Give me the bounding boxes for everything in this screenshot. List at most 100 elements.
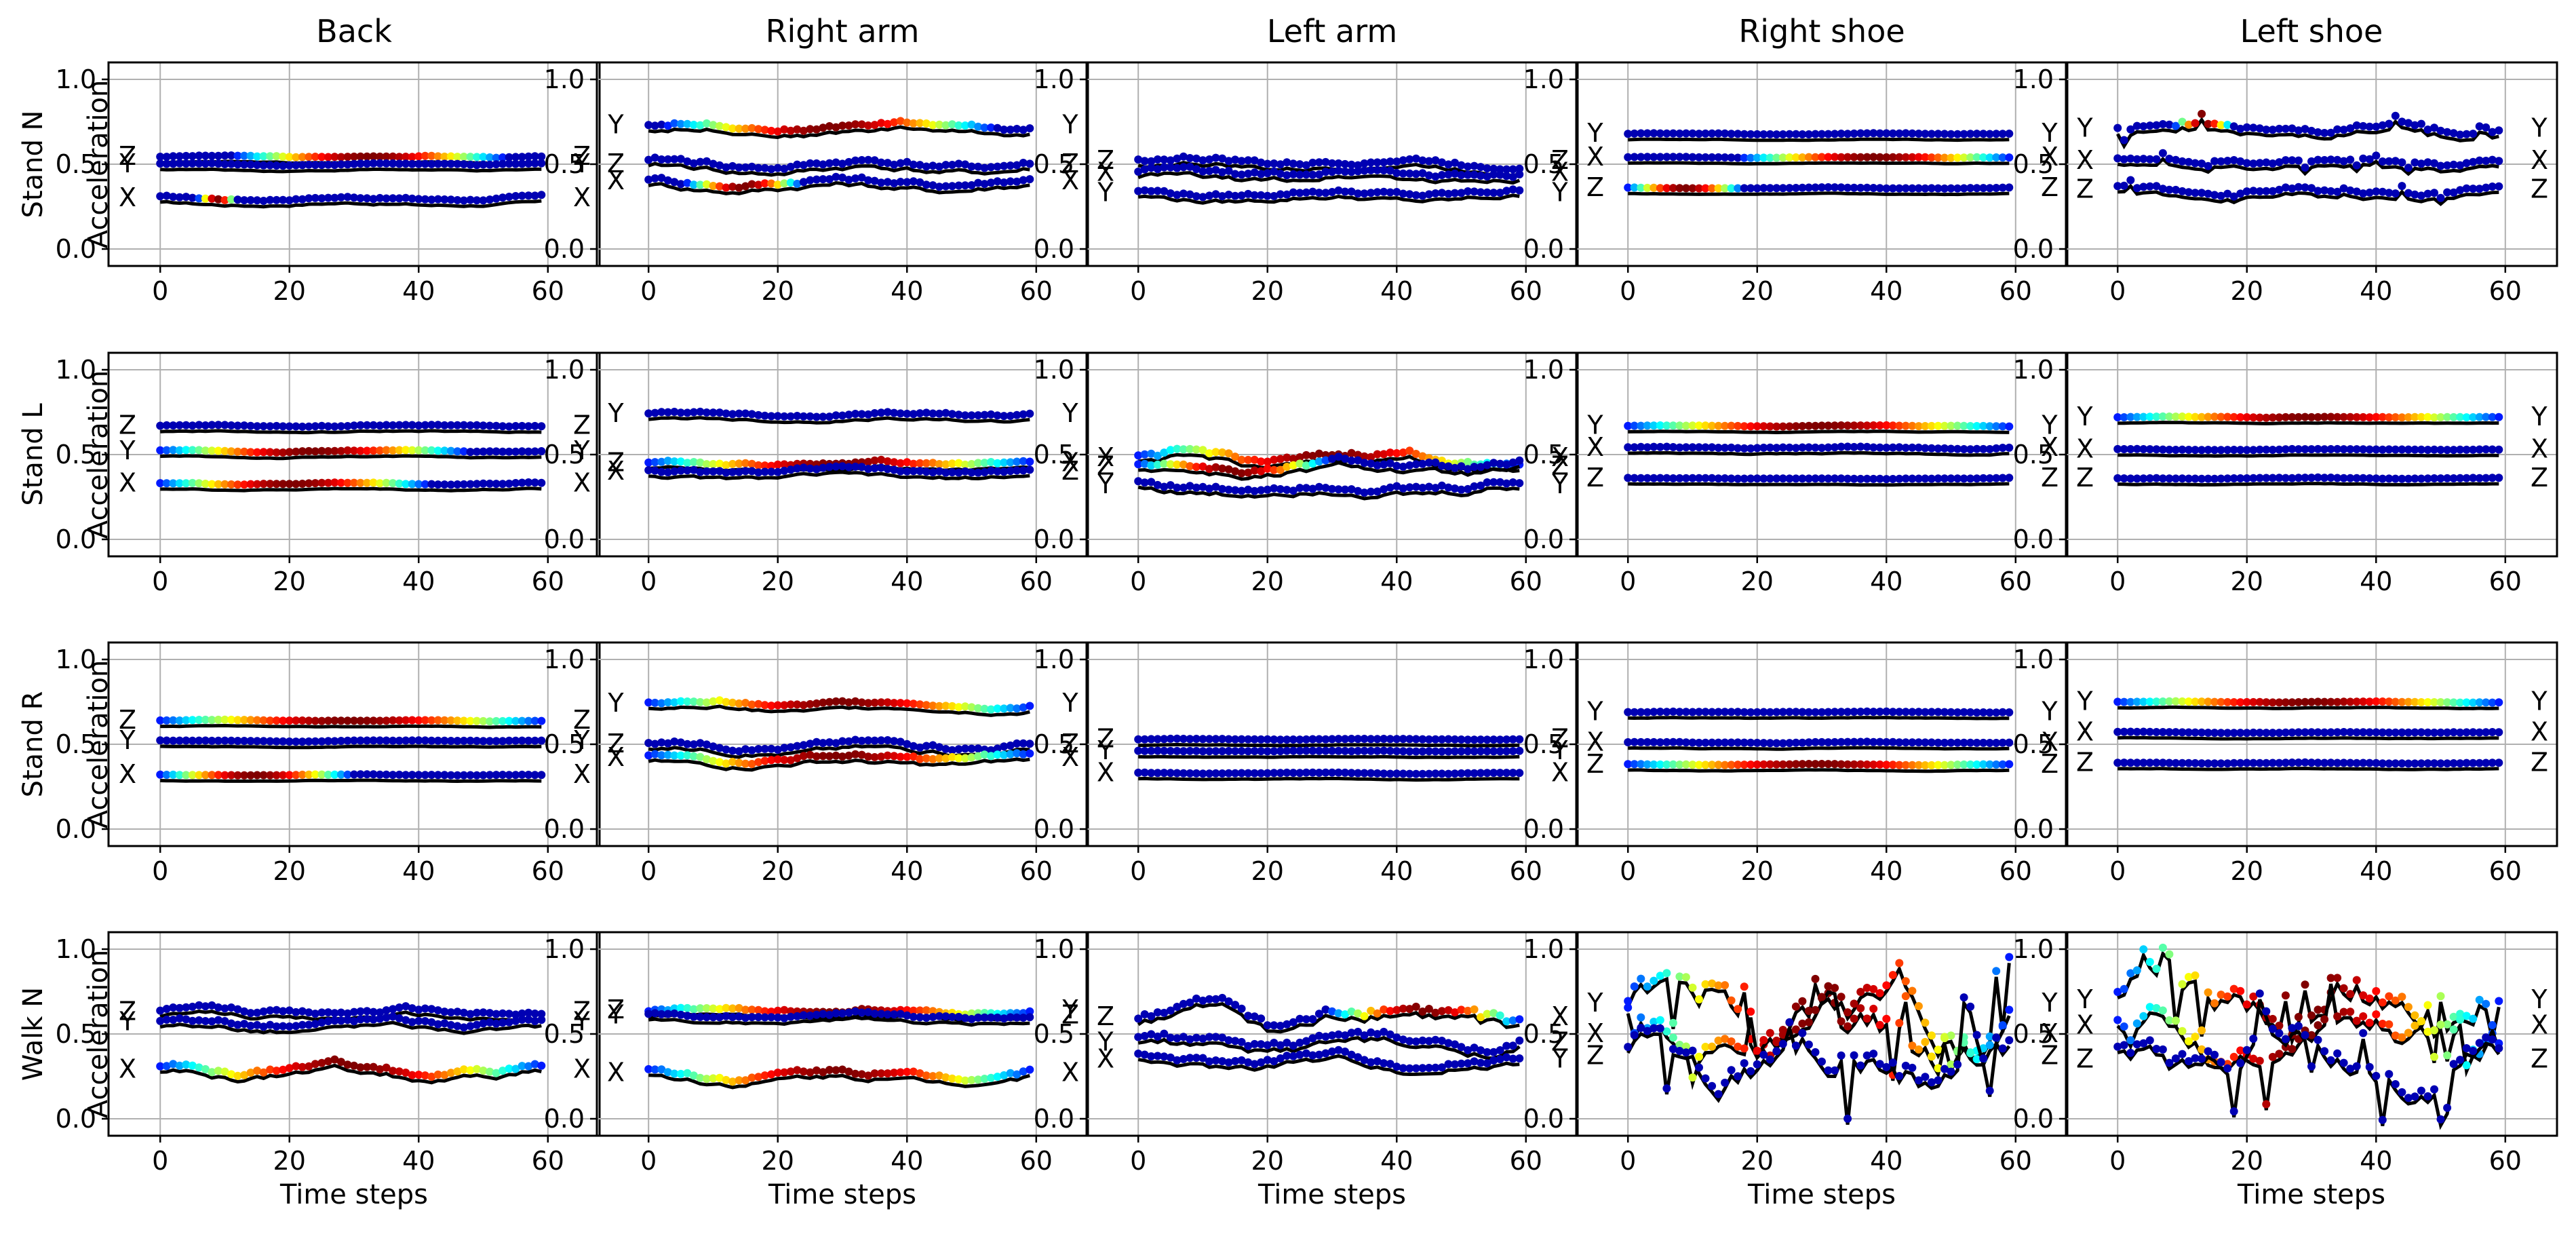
x-tick-label: 40 xyxy=(1380,276,1413,306)
series-point-Y xyxy=(1013,410,1021,419)
series-point-Z xyxy=(376,152,385,161)
series-point-Y xyxy=(1218,747,1227,756)
x-tick-label: 60 xyxy=(532,856,564,886)
series-point-Y xyxy=(1921,130,1930,138)
series-point-Z xyxy=(1695,1063,1703,1072)
series-point-X xyxy=(240,196,249,205)
series-point-X xyxy=(1451,169,1459,178)
series-point-Y xyxy=(838,121,846,130)
series-point-X xyxy=(169,770,178,779)
series-point-Z xyxy=(2145,474,2154,482)
series-point-Z xyxy=(1360,159,1369,168)
series-point-Z xyxy=(1308,459,1317,468)
x-axis-label: Time steps xyxy=(2237,1179,2385,1210)
series-point-Y xyxy=(974,704,983,712)
series-point-X xyxy=(2132,1019,2141,1028)
series-point-Z xyxy=(214,421,222,429)
series-point-Y xyxy=(1515,479,1524,488)
series-point-Z xyxy=(1734,184,1742,193)
series-point-Y xyxy=(1727,996,1736,1005)
series-point-Y xyxy=(195,736,203,745)
series-point-Z xyxy=(2152,182,2161,191)
series-point-X xyxy=(1746,444,1755,453)
series-point-X xyxy=(1263,769,1272,778)
series-point-X xyxy=(954,181,963,190)
series-point-Z xyxy=(709,159,718,168)
series-point-Z xyxy=(473,716,481,725)
series-point-Y xyxy=(2120,984,2128,993)
series-point-Y xyxy=(1714,129,1723,138)
series-point-Y xyxy=(773,412,782,421)
series-point-Y xyxy=(1908,129,1917,138)
series-point-X xyxy=(877,752,886,761)
series-point-X xyxy=(1019,750,1028,759)
series-point-Z xyxy=(408,421,416,429)
series-point-Z xyxy=(1431,458,1440,467)
series-point-Y xyxy=(272,737,281,746)
series-point-Y xyxy=(1515,186,1524,195)
series-point-Y xyxy=(1276,485,1285,493)
series-point-Y xyxy=(922,701,931,710)
series-point-X xyxy=(2005,153,2014,162)
series-point-X xyxy=(1637,153,1645,161)
series-point-Z xyxy=(2314,473,2322,482)
series-point-X xyxy=(1668,153,1677,161)
series-point-Z xyxy=(1765,474,1774,483)
series-point-X xyxy=(1927,1052,1936,1061)
series-point-Y xyxy=(676,119,685,128)
series-point-X xyxy=(1218,769,1227,778)
series-point-Z xyxy=(2359,474,2368,482)
series-point-Z xyxy=(1166,460,1175,469)
series-point-Z xyxy=(188,716,197,725)
series-point-X xyxy=(402,771,410,780)
series-point-Y xyxy=(709,121,718,130)
series-point-Y xyxy=(1263,747,1272,756)
series-point-X xyxy=(741,759,750,768)
series-point-X xyxy=(1921,1037,1930,1046)
series-point-X xyxy=(754,758,763,767)
series-point-Z xyxy=(1314,457,1323,466)
series-point-X xyxy=(1276,170,1285,178)
series-point-Z xyxy=(1405,735,1414,744)
row-label: Walk N xyxy=(18,987,49,1081)
series-point-Y xyxy=(1637,129,1645,138)
series-point-X xyxy=(1263,169,1272,178)
series-point-X xyxy=(1662,153,1671,161)
series-point-X xyxy=(767,756,776,765)
series-point-X xyxy=(773,460,782,469)
series-point-Z xyxy=(1998,1044,2007,1053)
series-point-Y xyxy=(1901,129,1910,138)
series-point-Y xyxy=(292,447,300,456)
series-point-Z xyxy=(2326,1056,2335,1064)
series-point-Z xyxy=(227,715,235,724)
series-point-Z xyxy=(696,157,705,166)
series-point-X xyxy=(1431,769,1440,778)
series-point-Z xyxy=(2404,474,2413,483)
series-point-X xyxy=(343,478,352,487)
series-point-X xyxy=(1224,769,1233,778)
series-point-Z xyxy=(799,463,808,472)
series-point-X xyxy=(524,771,533,779)
series-point-Z xyxy=(1921,474,1930,483)
series-point-Y xyxy=(395,159,404,168)
series-point-Z xyxy=(2449,474,2458,482)
series-point-Y xyxy=(1411,191,1420,199)
series-point-X xyxy=(728,459,737,468)
series-left-label: Y xyxy=(607,398,624,428)
series-point-X xyxy=(2456,445,2465,454)
series-point-Y xyxy=(2242,1000,2251,1009)
series-left-label: Y xyxy=(1586,410,1603,440)
series-point-X xyxy=(350,770,358,779)
series-point-Z xyxy=(433,421,442,429)
series-point-Z xyxy=(844,737,853,746)
series-point-Z xyxy=(696,739,705,748)
series-point-X xyxy=(2294,156,2303,165)
series-point-Z xyxy=(2262,474,2271,482)
series-point-Y xyxy=(1231,486,1240,495)
series-point-X xyxy=(1985,1041,1994,1050)
series-point-Y xyxy=(864,699,873,708)
series-point-Z xyxy=(696,467,705,476)
series-point-Z xyxy=(1772,474,1781,483)
y-tick-label: 0.5 xyxy=(1034,729,1074,759)
series-point-Y xyxy=(683,408,692,417)
